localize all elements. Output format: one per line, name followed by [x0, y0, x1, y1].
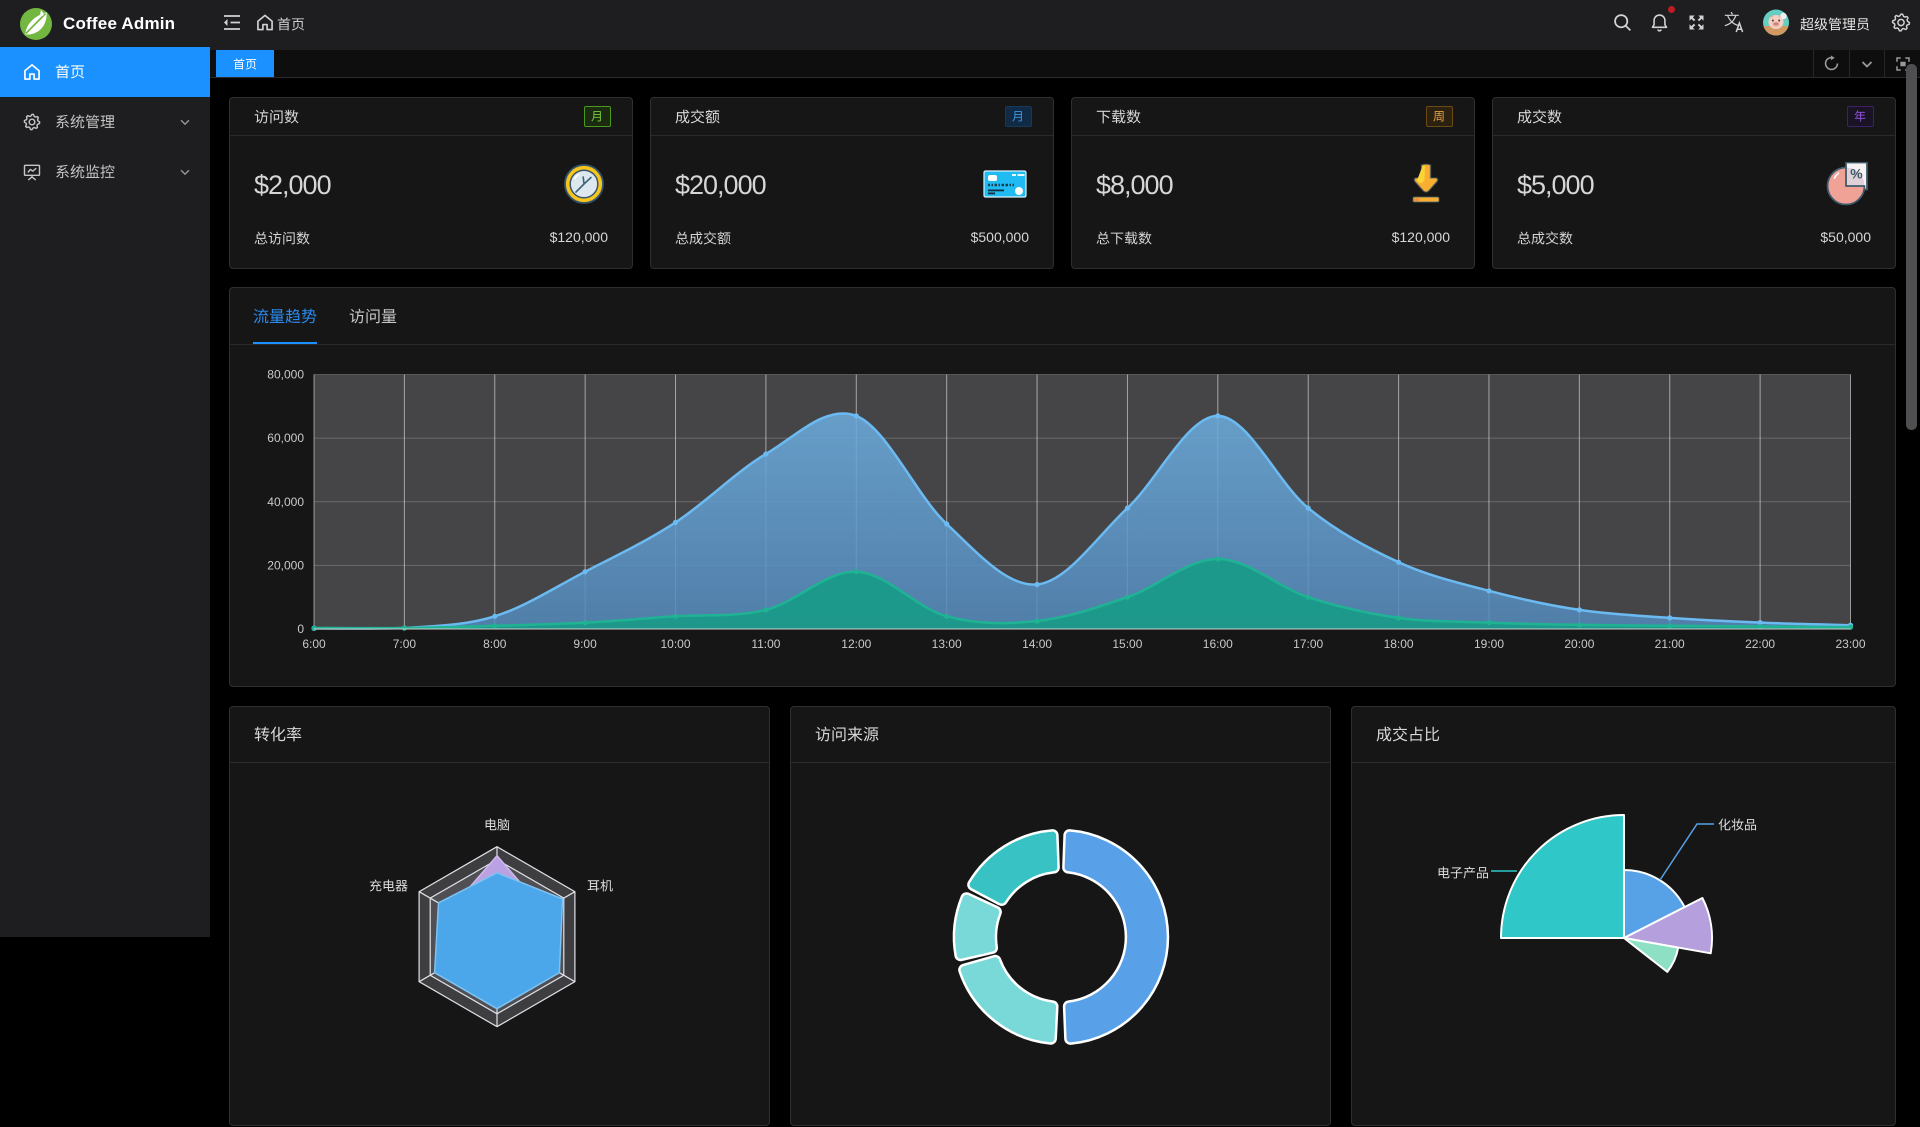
svg-text:0: 0 [297, 622, 304, 636]
svg-text:17:00: 17:00 [1293, 637, 1323, 651]
svg-text:13:00: 13:00 [932, 637, 962, 651]
svg-text:12:00: 12:00 [841, 637, 871, 651]
svg-text:15:00: 15:00 [1112, 637, 1142, 651]
svg-text:23:00: 23:00 [1835, 637, 1865, 651]
svg-text:7:00: 7:00 [393, 637, 417, 651]
svg-text:11:00: 11:00 [751, 637, 780, 651]
svg-text:40,000: 40,000 [267, 495, 304, 509]
svg-text:9:00: 9:00 [573, 637, 597, 651]
svg-text:19:00: 19:00 [1474, 637, 1504, 651]
svg-text:21:00: 21:00 [1655, 637, 1685, 651]
svg-text:8:00: 8:00 [483, 637, 507, 651]
svg-text:60,000: 60,000 [267, 431, 304, 445]
svg-text:%: % [1850, 166, 1863, 182]
svg-text:14:00: 14:00 [1022, 637, 1052, 651]
svg-text:6:00: 6:00 [302, 637, 326, 651]
svg-text:10:00: 10:00 [660, 637, 690, 651]
svg-text:18:00: 18:00 [1384, 637, 1414, 651]
svg-text:80,000: 80,000 [267, 368, 304, 382]
svg-text:16:00: 16:00 [1203, 637, 1233, 651]
svg-text:20,000: 20,000 [267, 558, 304, 572]
svg-text:20:00: 20:00 [1564, 637, 1594, 651]
svg-text:22:00: 22:00 [1745, 637, 1775, 651]
